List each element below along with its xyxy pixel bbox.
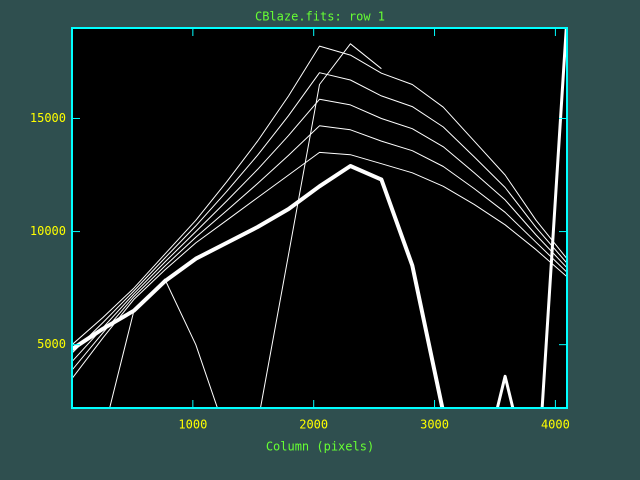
y-tick-label: 5000 <box>37 337 66 351</box>
x-tick-label: 1000 <box>178 418 207 432</box>
blaze-line <box>72 151 567 379</box>
chart-title: CBlaze.fits: row 1 <box>255 10 385 24</box>
y-tick-label: 15000 <box>30 111 66 125</box>
x-tick-label: 4000 <box>541 418 570 432</box>
blaze-line <box>259 43 382 408</box>
plot-area <box>72 28 567 408</box>
lines <box>72 28 567 408</box>
blaze-line <box>109 278 218 408</box>
blaze-line <box>72 125 567 371</box>
x-tick-label: 2000 <box>299 418 328 432</box>
blaze-line <box>72 72 567 354</box>
blaze-line <box>495 28 567 408</box>
blaze-line <box>72 45 567 346</box>
x-axis-label: Column (pixels) <box>266 440 374 454</box>
y-tick-label: 10000 <box>30 224 66 238</box>
x-tick-label: 3000 <box>420 418 449 432</box>
blaze-line <box>72 98 567 362</box>
plot-frame <box>71 27 568 409</box>
